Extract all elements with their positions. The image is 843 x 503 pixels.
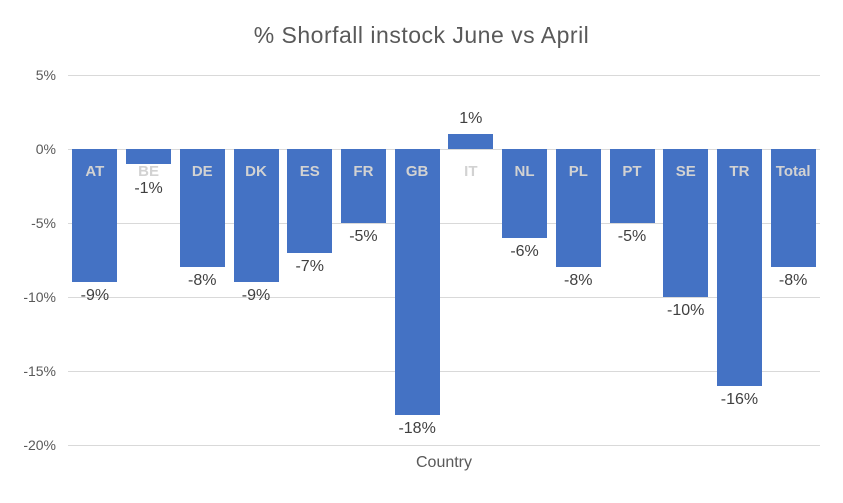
category-label-de: DE: [191, 163, 213, 180]
bar-tr: [716, 149, 762, 386]
data-label-at: -9%: [80, 287, 110, 305]
category-label-tr: TR: [729, 163, 750, 180]
gridline: [68, 149, 820, 150]
category-label-at: AT: [85, 163, 105, 180]
data-label-tr: -16%: [720, 390, 759, 408]
gridline: [68, 223, 820, 224]
gridline: [68, 75, 820, 76]
y-axis-tick-labels: 5% 0% -5% -10% -15% -20%: [0, 67, 56, 453]
gridline: [68, 445, 820, 446]
category-label-fr: FR: [353, 163, 374, 180]
bar-de: [179, 149, 225, 268]
data-label-pl: -8%: [564, 272, 593, 290]
y-axis-tick-label: 0%: [35, 141, 56, 157]
plot-area: AT -9% BE -1% DE -8% DK -9% ES -7% FR -5% GB -18% IT 1%…: [68, 75, 820, 446]
data-label-se: -10%: [667, 302, 705, 319]
chart-title: % Shorfall instock June vs April: [253, 22, 590, 48]
data-label-fr: -5%: [349, 228, 378, 245]
gridline: [68, 297, 820, 298]
data-label-gb: -18%: [398, 420, 436, 438]
category-label-it: IT: [464, 163, 478, 180]
category-label-pt: PT: [622, 163, 642, 180]
bar-it: [448, 134, 494, 149]
data-label-dk: -9%: [241, 287, 271, 305]
bar-nl: [502, 149, 548, 238]
y-axis-tick-label: 5%: [35, 67, 56, 83]
y-axis-tick-label: -10%: [23, 289, 56, 305]
category-label-be: BE: [138, 163, 159, 180]
category-label-nl: NL: [514, 163, 535, 180]
category-label-dk: DK: [245, 163, 267, 180]
bar-gb: [394, 149, 440, 416]
category-label-es: ES: [299, 163, 320, 180]
bar-pl: [555, 149, 601, 268]
y-axis-tick-label: -15%: [23, 363, 56, 379]
data-label-nl: -6%: [510, 242, 539, 260]
bar-fr: [340, 149, 386, 223]
data-label-it: 1%: [459, 110, 483, 128]
bar-pt: [609, 149, 655, 223]
bar-at: [72, 149, 118, 283]
data-label-be: -1%: [134, 180, 163, 197]
gridline: [68, 371, 820, 372]
y-axis-tick-label: -5%: [31, 215, 56, 231]
y-axis-tick-label: -20%: [23, 437, 56, 453]
x-axis-title: Country: [415, 454, 473, 471]
data-label-es: -7%: [295, 257, 324, 275]
bar-be: [126, 149, 172, 164]
category-label-total: Total: [775, 163, 811, 180]
bar-total: [770, 149, 816, 268]
data-label-de: -8%: [188, 272, 217, 290]
data-label-total: -8%: [778, 272, 808, 290]
bar-es: [287, 149, 333, 253]
category-label-gb: GB: [405, 163, 429, 180]
bar-se: [663, 149, 709, 297]
category-label-pl: PL: [568, 163, 588, 180]
bar-dk: [233, 149, 279, 283]
data-label-pt: -5%: [617, 228, 647, 245]
category-label-se: SE: [675, 163, 696, 180]
